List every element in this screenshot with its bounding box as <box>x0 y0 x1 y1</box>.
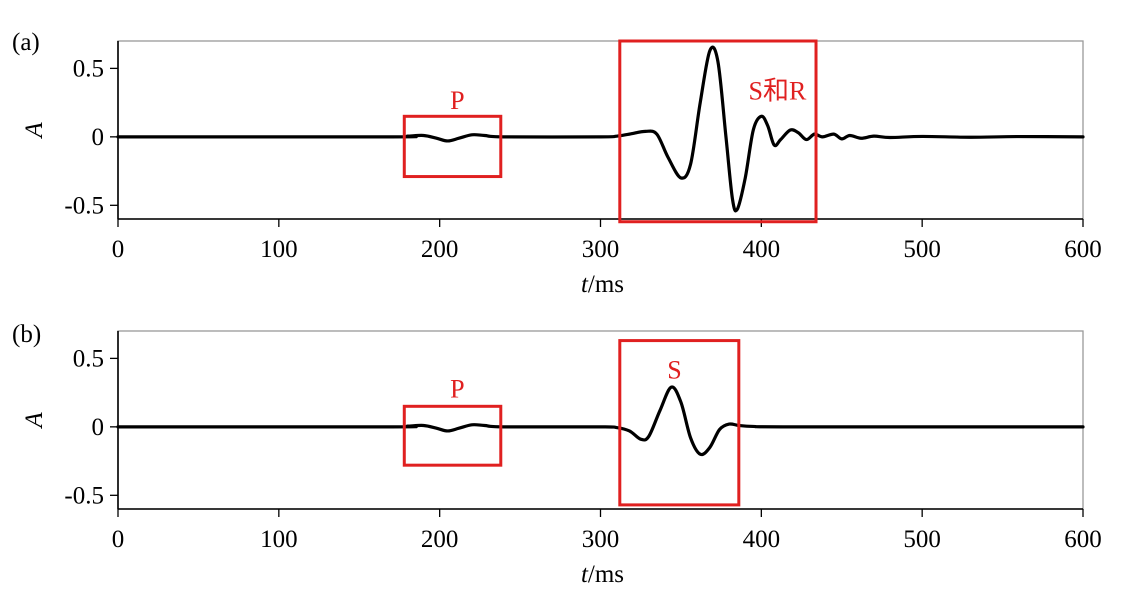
x-tick-label: 600 <box>1064 236 1102 263</box>
panel-label: (b) <box>12 321 41 348</box>
x-axis-label-unit: /ms <box>588 271 624 298</box>
x-tick-label: 0 <box>112 236 125 263</box>
y-tick-label: 0.5 <box>73 55 104 82</box>
x-tick-label: 200 <box>421 236 459 263</box>
y-axis-label: A <box>21 412 48 430</box>
annotation-label: P <box>450 375 464 404</box>
waveform-line <box>116 45 1085 213</box>
x-tick-label: 100 <box>260 526 298 553</box>
x-tick-label: 100 <box>260 236 298 263</box>
x-axis-label-unit: /ms <box>588 561 624 588</box>
x-axis-label-var: t <box>581 561 589 588</box>
x-axis-label-var: t <box>581 271 589 298</box>
annotation-label: S和R <box>749 76 807 105</box>
y-axis-label: A <box>21 122 48 140</box>
x-tick-label: 500 <box>903 526 941 553</box>
plot-frame <box>117 330 1084 510</box>
annotation-box <box>618 339 741 507</box>
x-tick-label: 500 <box>903 236 941 263</box>
panel-label: (a) <box>12 29 40 56</box>
x-tick-label: 300 <box>582 526 620 553</box>
annotation-box <box>402 114 503 179</box>
y-tick-label: 0 <box>92 414 105 441</box>
panel-1: 0 100 200 300 400 500 600 0.5 0 -0.5 t/ms A (b) P S <box>12 321 1102 588</box>
x-axis-label: t/ms <box>581 561 624 588</box>
x-tick-label: 200 <box>421 526 459 553</box>
x-tick-label: 400 <box>743 526 781 553</box>
plot-frame <box>117 40 1084 220</box>
x-tick-label: 400 <box>743 236 781 263</box>
y-tick-label: -0.5 <box>64 482 104 509</box>
y-tick-label: -0.5 <box>64 192 104 219</box>
y-tick-label: 0 <box>92 124 105 151</box>
annotation-label: P <box>450 86 464 115</box>
x-tick-label: 0 <box>112 526 125 553</box>
panel-0: 0 100 200 300 400 500 600 0.5 0 -0.5 t/ms A (a) P S和R <box>12 29 1102 298</box>
x-tick-label: 300 <box>582 236 620 263</box>
x-axis-label: t/ms <box>581 271 624 298</box>
x-tick-label: 600 <box>1064 526 1102 553</box>
annotation-box <box>402 404 503 467</box>
y-tick-label: 0.5 <box>73 345 104 372</box>
annotation-box <box>618 39 818 224</box>
waveform-line <box>116 385 1085 457</box>
annotation-label: S <box>667 355 681 384</box>
